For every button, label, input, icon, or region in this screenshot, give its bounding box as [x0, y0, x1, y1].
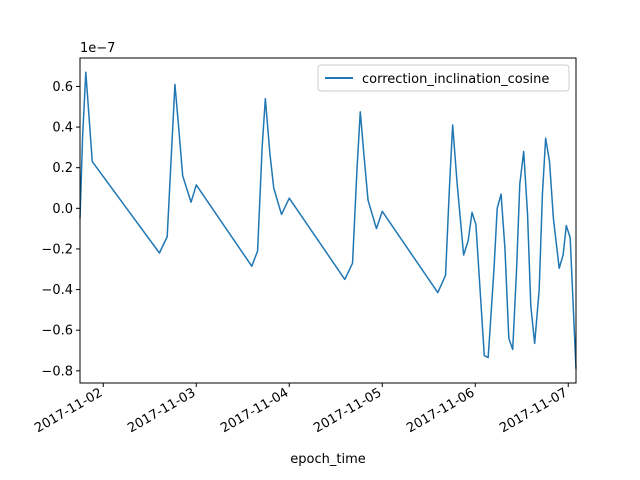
y-tick-label: 0.4	[52, 121, 73, 136]
y-tick-label: −0.4	[41, 283, 73, 298]
y-axis-offset-label: 1e−7	[80, 41, 115, 56]
plot-area	[80, 58, 576, 383]
legend: correction_inclination_cosine	[317, 64, 570, 92]
plot-frame	[79, 57, 577, 384]
y-tick-label: −0.6	[41, 324, 73, 339]
y-axis: 0.6 0.4 0.2 0.0 −0.2 −0.4 −0.6 −0.8	[41, 80, 80, 379]
series-layer	[79, 71, 577, 369]
legend-box	[317, 64, 570, 92]
y-tick-label: 0.6	[52, 80, 73, 95]
legend-entry: correction_inclination_cosine	[362, 72, 549, 87]
y-tick-label: 0.2	[52, 161, 73, 176]
y-tick-label: −0.8	[41, 364, 73, 379]
series-line-0	[79, 71, 577, 369]
y-tick-label: −0.2	[41, 242, 73, 257]
x-axis-label: epoch_time	[290, 452, 365, 467]
y-tick-label: 0.0	[52, 202, 73, 217]
